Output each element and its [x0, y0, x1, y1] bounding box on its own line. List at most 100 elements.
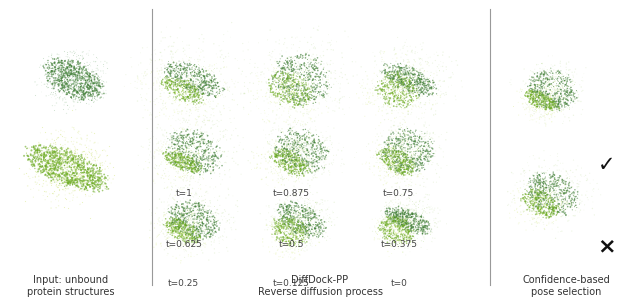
Point: [58, 97, 68, 102]
Point: [304, 100, 314, 105]
Point: [541, 89, 552, 94]
Point: [191, 64, 202, 69]
Point: [388, 238, 399, 242]
Point: [58, 65, 68, 70]
Point: [396, 238, 406, 243]
Point: [428, 75, 438, 80]
Point: [286, 88, 296, 93]
Point: [296, 220, 306, 225]
Point: [181, 87, 191, 92]
Point: [410, 142, 420, 147]
Point: [290, 226, 300, 231]
Point: [293, 94, 303, 98]
Point: [35, 142, 45, 146]
Point: [409, 70, 419, 75]
Point: [56, 64, 67, 69]
Point: [382, 180, 392, 185]
Point: [530, 92, 540, 96]
Point: [184, 155, 194, 160]
Point: [53, 174, 63, 178]
Point: [308, 26, 319, 31]
Point: [386, 226, 396, 231]
Point: [397, 250, 408, 254]
Point: [284, 151, 294, 156]
Point: [403, 102, 413, 106]
Point: [406, 151, 417, 155]
Point: [413, 219, 424, 224]
Point: [552, 207, 562, 212]
Point: [283, 234, 293, 239]
Point: [269, 220, 279, 225]
Point: [72, 62, 82, 67]
Point: [69, 175, 79, 179]
Point: [554, 98, 564, 103]
Point: [183, 89, 193, 94]
Point: [294, 216, 305, 220]
Point: [532, 102, 542, 107]
Point: [399, 58, 409, 63]
Point: [189, 240, 200, 245]
Point: [553, 78, 563, 83]
Point: [70, 96, 81, 100]
Point: [284, 157, 294, 162]
Point: [528, 97, 538, 101]
Point: [179, 218, 189, 223]
Point: [289, 157, 300, 162]
Point: [267, 90, 277, 95]
Point: [198, 243, 209, 248]
Point: [525, 200, 536, 204]
Point: [243, 158, 253, 163]
Point: [392, 154, 403, 159]
Point: [417, 77, 427, 82]
Point: [298, 223, 308, 228]
Point: [269, 238, 280, 243]
Point: [164, 78, 174, 82]
Point: [524, 99, 534, 104]
Point: [299, 226, 309, 231]
Point: [175, 231, 186, 236]
Point: [388, 91, 398, 96]
Point: [266, 83, 276, 88]
Point: [53, 60, 63, 65]
Point: [32, 150, 42, 155]
Point: [81, 71, 91, 76]
Point: [183, 158, 193, 163]
Point: [185, 78, 195, 83]
Point: [394, 143, 404, 148]
Point: [170, 92, 180, 96]
Point: [538, 177, 548, 182]
Point: [290, 136, 300, 140]
Point: [400, 160, 410, 165]
Point: [290, 205, 300, 209]
Point: [318, 95, 328, 100]
Point: [182, 176, 192, 180]
Point: [199, 168, 209, 172]
Point: [278, 96, 288, 101]
Point: [268, 93, 278, 98]
Point: [54, 60, 65, 65]
Point: [280, 70, 290, 75]
Point: [108, 177, 118, 182]
Point: [102, 61, 112, 65]
Point: [191, 64, 202, 69]
Point: [302, 207, 312, 212]
Point: [388, 216, 399, 221]
Point: [385, 237, 396, 242]
Point: [171, 217, 181, 221]
Point: [65, 159, 76, 164]
Point: [39, 155, 49, 160]
Point: [189, 154, 199, 159]
Point: [437, 92, 447, 96]
Point: [542, 178, 552, 183]
Point: [409, 153, 419, 158]
Point: [204, 204, 214, 208]
Point: [547, 195, 557, 200]
Point: [86, 151, 96, 156]
Point: [307, 85, 317, 90]
Point: [65, 199, 75, 204]
Point: [525, 154, 535, 159]
Point: [62, 156, 72, 161]
Point: [561, 98, 572, 102]
Point: [401, 167, 412, 172]
Point: [321, 157, 332, 162]
